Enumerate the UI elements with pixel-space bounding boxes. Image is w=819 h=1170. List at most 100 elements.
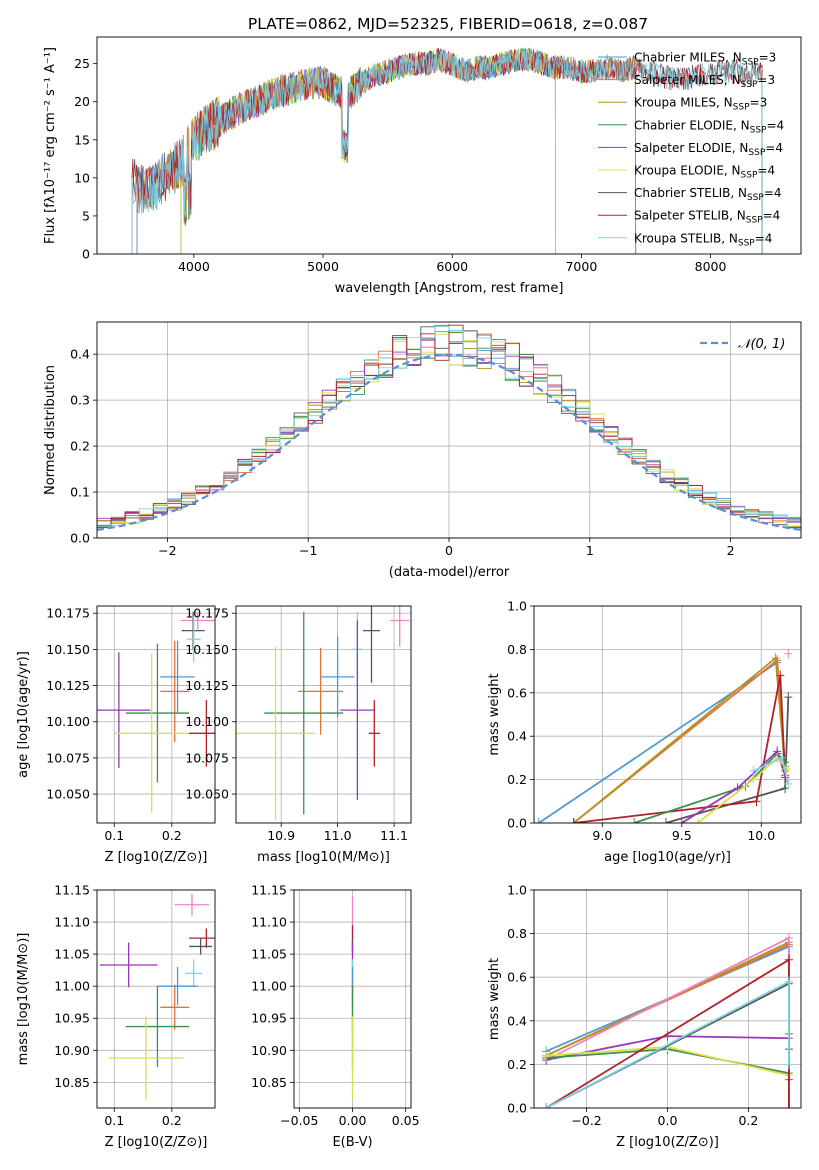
mass-vs-extinction-panel: −0.05 0.00 0.05 10.85 10.90 10.95 11.00 11.05 11… xyxy=(251,883,419,1151)
legend-entry: Kroupa ELODIE, NSSP=4 xyxy=(634,164,775,181)
legend-entry-count: =3 xyxy=(759,51,777,65)
y-tick-label: 11.15 xyxy=(251,883,287,898)
x-axis-label: wavelength [Angstrom, rest frame] xyxy=(335,281,564,296)
y-tick-label: 10.075 xyxy=(185,750,229,765)
axes-frame: −0.2 0.0 0.2 0.0 0.2 0.4 0.6 0.8 1.0 Z [log10(Z/Z… xyxy=(487,883,802,1150)
y-tick-label: 11.05 xyxy=(251,947,287,962)
legend-entry-subscript: SSP xyxy=(741,80,758,90)
y-tick-label: 0.4 xyxy=(507,1013,527,1028)
y-tick-label: 10.175 xyxy=(185,606,229,621)
age-vs-metallicity-panel: 0.1 0.2 10.050 10.075 10.100 10.125 10.150 10.1… xyxy=(16,605,216,865)
axes-box xyxy=(235,605,412,824)
x-tick-label: −1 xyxy=(299,543,317,558)
x-tick-label: 5000 xyxy=(307,259,339,274)
x-axis-label: E(B-V) xyxy=(332,1135,372,1150)
y-tick-label: 10.85 xyxy=(54,1075,90,1090)
legend-entry-label: Salpeter STELIB, N xyxy=(634,209,746,223)
y-tick-label: 0.4 xyxy=(70,347,90,362)
y-tick-label: 11.15 xyxy=(54,883,90,898)
y-tick-label: 0.0 xyxy=(507,816,527,831)
legend-entry-count: =3 xyxy=(750,96,768,110)
x-tick-label: 0.1 xyxy=(104,828,124,843)
legend-entry: Kroupa MILES, NSSP=3 xyxy=(634,96,767,113)
plot-area xyxy=(236,606,410,821)
spectrum-series-line xyxy=(131,47,763,254)
legend-entry: Salpeter STELIB, NSSP=4 xyxy=(634,209,780,226)
y-tick-label: 0.0 xyxy=(70,531,90,546)
y-tick-label: 10.175 xyxy=(46,606,90,621)
plot-area xyxy=(542,932,793,1108)
legend-entry-count: =4 xyxy=(755,231,773,245)
legend-entry-count: =4 xyxy=(763,209,781,223)
y-tick-label: 5 xyxy=(82,208,90,223)
x-axis-label: (data-model)/error xyxy=(389,565,510,580)
x-tick-label: 0 xyxy=(445,543,453,558)
y-tick-label: 20 xyxy=(74,94,90,109)
legend-entry-subscript: SSP xyxy=(750,125,767,135)
legend-entry-label: Kroupa STELIB, N xyxy=(634,231,738,245)
legend-entry: Chabrier ELODIE, NSSP=4 xyxy=(634,118,784,135)
y-tick-label: 10.050 xyxy=(46,787,90,802)
x-tick-label: 7000 xyxy=(565,259,597,274)
axes-frame: 0.1 0.2 10.050 10.075 10.100 10.125 10.150 10.1… xyxy=(16,605,216,865)
y-tick-label: 0.6 xyxy=(507,685,527,700)
legend-entry: Salpeter ELODIE, NSSP=4 xyxy=(634,141,783,158)
y-tick-label: 10.90 xyxy=(251,1043,287,1058)
y-tick-label: 0.3 xyxy=(70,393,90,408)
x-tick-label: 0.00 xyxy=(339,1113,367,1128)
legend-entry-count: =4 xyxy=(766,118,784,132)
y-tick-label: 10.125 xyxy=(185,678,229,693)
legend-entry: Kroupa STELIB, NSSP=4 xyxy=(634,231,772,248)
y-tick-label: 10.90 xyxy=(54,1043,90,1058)
x-tick-label: −0.2 xyxy=(571,1113,601,1128)
legend-entry: 𝒩(0, 1) xyxy=(738,337,785,352)
axes-frame: 0.1 0.2 10.85 10.90 10.95 11.00 11.05 11.10 11.1… xyxy=(16,883,216,1150)
y-tick-label: 10.95 xyxy=(54,1011,90,1026)
x-tick-label: −2 xyxy=(158,543,176,558)
legend-entry-label: Salpeter ELODIE, N xyxy=(634,141,748,155)
y-axis-label: Normed distribution xyxy=(43,365,58,495)
y-tick-label: 0.2 xyxy=(507,1057,527,1072)
plot-area xyxy=(97,324,801,531)
y-tick-label: 15 xyxy=(74,132,90,147)
axes-frame: 10.9 11.0 11.1 10.050 10.075 10.100 10.125 10.1… xyxy=(185,605,412,865)
y-tick-label: 10.150 xyxy=(46,642,90,657)
legend-entry-label: Chabrier ELODIE, N xyxy=(634,118,750,132)
legend-entry-count: =4 xyxy=(757,164,775,178)
y-tick-label: 10.075 xyxy=(46,750,90,765)
mass-weight-line xyxy=(573,658,786,823)
y-tick-label: 11.00 xyxy=(251,979,287,994)
x-tick-label: 1 xyxy=(586,543,594,558)
x-axis-label: Z [log10(Z/Z⊙)] xyxy=(616,1135,719,1150)
spectrum-series-line xyxy=(131,48,763,254)
y-tick-label: 1.0 xyxy=(507,599,527,614)
y-tick-label: 0.2 xyxy=(507,772,527,787)
axes-frame: 4000 5000 6000 7000 8000 0 5 10 15 20 25 wavelength… xyxy=(43,36,802,296)
y-axis-label: mass weight xyxy=(487,958,502,1040)
y-tick-label: 0.0 xyxy=(507,1101,527,1116)
axes-frame: −2 −1 0 1 2 0.0 0.1 0.2 0.3 0.4 (data-model)/error… xyxy=(43,321,802,580)
x-tick-label: 0.2 xyxy=(738,1113,758,1128)
x-axis-label: Z [log10(Z/Z⊙)] xyxy=(105,850,208,865)
x-tick-label: 2 xyxy=(727,543,735,558)
plot-area xyxy=(99,893,215,1100)
legend-entry-label: Salpeter MILES, N xyxy=(634,73,741,87)
legend-entry-subscript: SSP xyxy=(741,171,758,181)
x-tick-label: 0.0 xyxy=(658,1113,678,1128)
plot-area xyxy=(534,648,793,823)
mass-weight-line xyxy=(697,756,788,823)
x-tick-label: −0.05 xyxy=(280,1113,318,1128)
y-tick-label: 25 xyxy=(74,56,90,71)
x-tick-label: 0.2 xyxy=(162,1113,182,1128)
y-tick-label: 1.0 xyxy=(507,883,527,898)
histogram-step-line xyxy=(97,324,801,528)
y-tick-label: 10.150 xyxy=(185,642,229,657)
y-tick-label: 11.10 xyxy=(251,915,287,930)
legend-entry-label: Kroupa MILES, N xyxy=(634,96,733,110)
y-tick-label: 10.100 xyxy=(185,714,229,729)
x-tick-label: 6000 xyxy=(436,259,468,274)
y-tick-label: 11.00 xyxy=(54,979,90,994)
y-tick-label: 10.125 xyxy=(46,678,90,693)
x-axis-label: age [log10(age/yr)] xyxy=(604,850,731,865)
